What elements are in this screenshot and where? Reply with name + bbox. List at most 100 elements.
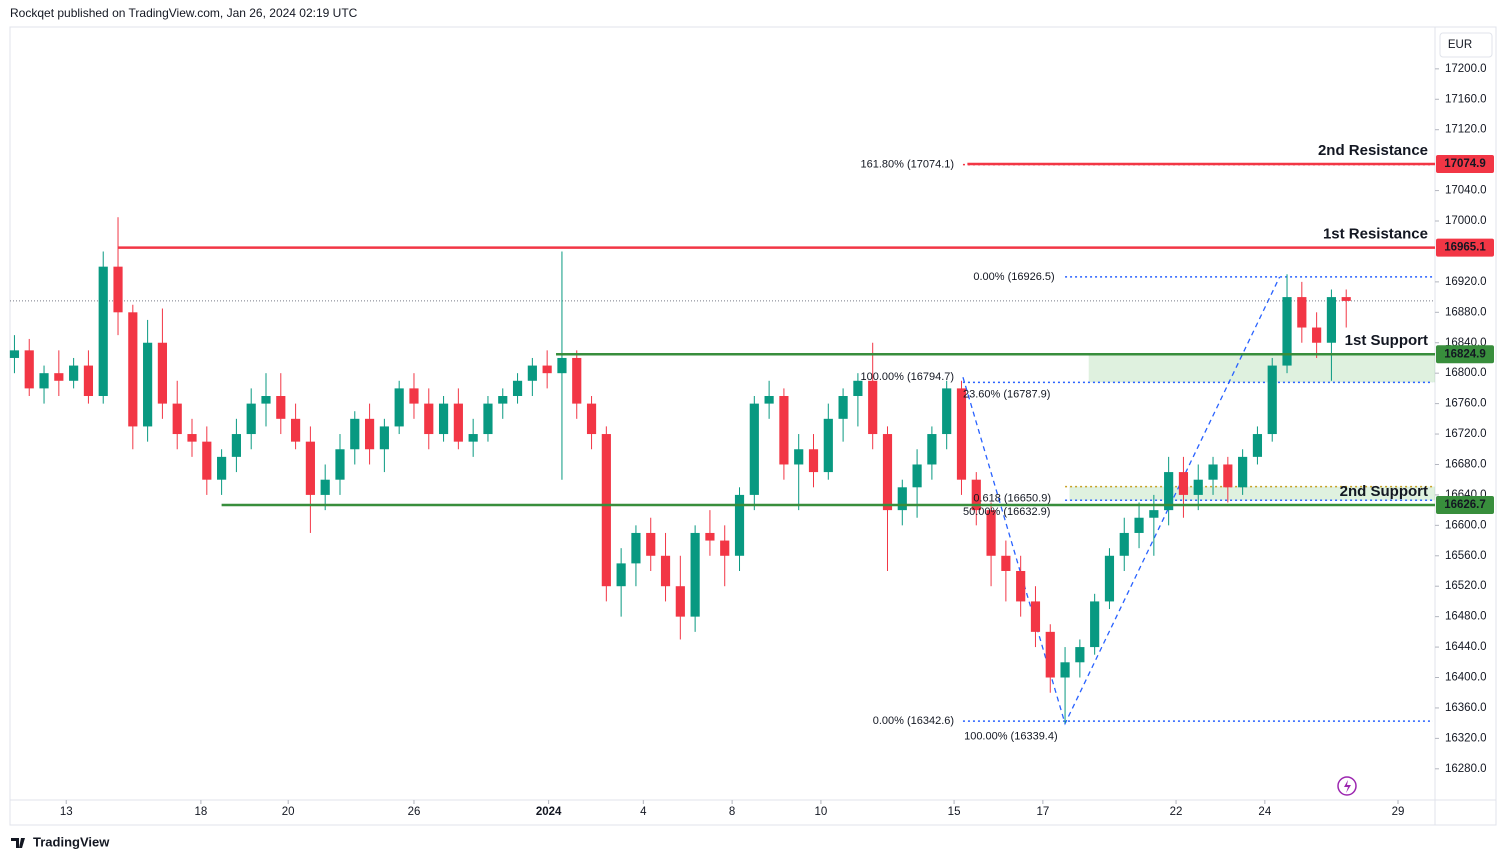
candle-body — [868, 380, 878, 435]
y-tick-label: 17160.0 — [1445, 93, 1487, 105]
candle-body — [942, 388, 952, 435]
candle-body — [1312, 327, 1322, 343]
candle-body — [779, 396, 789, 465]
replay-icon[interactable] — [1337, 776, 1357, 796]
candle-body — [1030, 601, 1041, 632]
candle-body — [557, 357, 567, 374]
candle-body — [1164, 472, 1174, 511]
candle-body — [912, 464, 922, 488]
candle-body — [1297, 297, 1307, 328]
y-tick-label: 16280.0 — [1445, 763, 1487, 775]
candle-body — [749, 403, 759, 495]
y-tick-label: 17120.0 — [1445, 124, 1487, 136]
candle-body — [1045, 631, 1055, 678]
candle-body — [409, 388, 419, 404]
candle-body — [54, 373, 64, 381]
y-tick-label: 16400.0 — [1445, 672, 1487, 684]
price-tag-label: 16824.9 — [1444, 348, 1486, 360]
candle-body — [794, 449, 804, 465]
x-tick-label: 22 — [1170, 806, 1183, 818]
candle-body — [113, 266, 123, 313]
candle-body — [498, 396, 508, 404]
x-tick-label: 8 — [729, 806, 735, 818]
tv-logo — [11, 838, 25, 848]
x-tick-label: 4 — [640, 806, 647, 818]
candle-body — [764, 396, 774, 404]
fib-label: 23.60% (16787.9) — [963, 388, 1050, 400]
candle-body — [1326, 297, 1337, 343]
level-label: 2nd Support — [1340, 483, 1428, 500]
fib-label: 0.00% (16926.5) — [973, 271, 1054, 283]
candle-body — [572, 357, 582, 404]
candle-body — [808, 449, 819, 473]
price-tag-label: 16965.1 — [1444, 242, 1486, 254]
candle-body — [83, 365, 94, 397]
candle-body — [660, 555, 671, 587]
candle-body — [1223, 464, 1233, 488]
candle-body — [276, 396, 286, 419]
y-tick-label: 17040.0 — [1445, 185, 1487, 197]
candle-body — [157, 342, 168, 404]
candle-body — [853, 380, 863, 397]
y-tick-label: 16760.0 — [1445, 398, 1487, 410]
candle-body — [690, 532, 700, 617]
level-label: 1st Support — [1345, 332, 1428, 349]
candle-body — [69, 365, 79, 381]
candle-body — [1104, 555, 1115, 602]
candle-body — [24, 350, 34, 389]
y-tick-label: 16920.0 — [1445, 276, 1487, 288]
fib-trend-line — [962, 276, 1281, 726]
frame — [9, 26, 1497, 826]
price-tag — [1436, 238, 1494, 257]
currency-box[interactable] — [1439, 32, 1493, 58]
candle-body — [720, 540, 730, 556]
candle-body — [379, 426, 389, 450]
y-tick-label: 16320.0 — [1445, 732, 1487, 744]
candle-body — [143, 342, 153, 427]
candle-body — [1001, 555, 1011, 571]
candle-body — [483, 403, 493, 435]
candle-body — [1119, 532, 1129, 556]
candle-body — [1252, 434, 1263, 457]
y-tick-label: 16440.0 — [1445, 641, 1487, 653]
candle-body — [675, 586, 685, 617]
candle-body — [897, 487, 907, 511]
currency: EUR — [1448, 39, 1472, 51]
fib-label: 0.618 (16650.9) — [973, 493, 1051, 505]
candle-body — [1282, 297, 1292, 366]
footer: TradingView — [33, 834, 110, 849]
candle-body — [1341, 297, 1351, 301]
price-tag — [1436, 155, 1494, 174]
candle-body — [1060, 662, 1070, 678]
level-label: 1st Resistance — [1323, 226, 1428, 243]
candle-body — [1238, 456, 1248, 488]
x-tick-label: 13 — [60, 806, 73, 818]
candle-body — [468, 434, 478, 442]
candle-body — [128, 312, 138, 427]
candle-body — [705, 532, 715, 541]
candle-body — [1267, 365, 1277, 435]
header: Rockqet published on TradingView.com, Ja… — [10, 6, 358, 20]
y-tick-label: 17200.0 — [1445, 63, 1487, 75]
candle-body — [261, 396, 271, 404]
price-tag — [1436, 496, 1494, 515]
x-tick-label: 18 — [194, 806, 207, 818]
candle-body — [1149, 510, 1159, 518]
candle-body — [971, 479, 981, 511]
candle-body — [956, 388, 967, 480]
y-tick-label: 16360.0 — [1445, 702, 1487, 714]
candle-body — [453, 403, 463, 442]
fib-label: 161.80% (17074.1) — [861, 159, 955, 171]
candle-body — [1208, 464, 1218, 480]
x-tick-label: 24 — [1258, 806, 1271, 818]
candle-body — [1178, 472, 1189, 495]
fib-label: 0.00% (16342.6) — [873, 715, 954, 727]
y-tick-label: 16560.0 — [1445, 550, 1487, 562]
x-tick-label: 20 — [282, 806, 295, 818]
fib-label: 100.00% (16339.4) — [964, 731, 1058, 743]
candle-body — [217, 456, 227, 480]
candle-body — [512, 380, 523, 397]
candle-body — [646, 532, 656, 556]
candle-body — [542, 365, 552, 374]
